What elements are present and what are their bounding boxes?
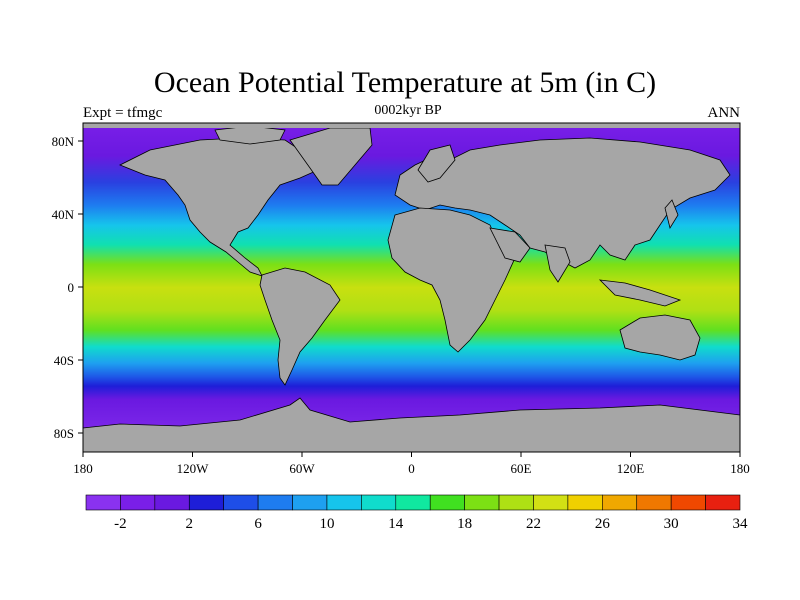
colorbar-swatch xyxy=(223,494,259,511)
season-label: ANN xyxy=(708,105,741,121)
land-masses xyxy=(83,123,740,452)
lon-label-180w: 180 xyxy=(73,461,93,476)
colorbar-swatch xyxy=(257,494,293,511)
colorbar-label: 10 xyxy=(319,516,334,532)
colorbar-swatch xyxy=(395,494,431,511)
colorbar-swatch xyxy=(429,494,465,511)
colorbar-label: 30 xyxy=(664,516,679,532)
colorbar xyxy=(85,494,741,511)
colorbar-label: 6 xyxy=(254,516,262,532)
lon-label-120e: 120E xyxy=(617,461,645,476)
colorbar-swatch xyxy=(464,494,500,511)
colorbar-label: 26 xyxy=(595,516,611,532)
colorbar-swatch xyxy=(533,494,569,511)
colorbar-swatch xyxy=(636,494,672,511)
lon-label-120w: 120W xyxy=(177,461,210,476)
lon-label-60e: 60E xyxy=(511,461,532,476)
landmass-eurasia xyxy=(394,137,731,269)
colorbar-swatch xyxy=(361,494,397,511)
lat-label-0: 0 xyxy=(68,280,75,295)
colorbar-swatch xyxy=(188,494,224,511)
colorbar-swatch xyxy=(602,494,638,511)
landmass-scandinavia xyxy=(417,144,456,183)
landmass-india xyxy=(544,244,571,283)
landmass-japan xyxy=(664,199,679,230)
map-subtitle: 0002kyr BP xyxy=(374,103,442,118)
colorbar-swatch xyxy=(120,494,156,511)
lat-label-80s: 80S xyxy=(54,426,74,441)
landmass-africa xyxy=(387,207,516,353)
colorbar-label: 34 xyxy=(733,516,749,532)
colorbar-swatch xyxy=(326,494,362,511)
lon-axis: 180 120W 60W 0 60E 120E 180 xyxy=(73,452,750,476)
map-panel xyxy=(83,123,740,452)
lat-label-80n: 80N xyxy=(52,134,75,149)
lat-axis: 80N 40N 0 40S 80S xyxy=(52,134,83,441)
colorbar-label: 18 xyxy=(457,516,472,532)
landmass-maritime-asia xyxy=(598,279,682,307)
colorbar-swatch xyxy=(670,494,706,511)
lat-label-40s: 40S xyxy=(54,353,74,368)
colorbar-label: 22 xyxy=(526,516,541,532)
colorbar-swatch xyxy=(292,494,328,511)
lon-label-60w: 60W xyxy=(289,461,315,476)
landmass-arabia xyxy=(489,227,531,263)
landmass-antarctica xyxy=(83,397,740,452)
lon-label-180e: 180 xyxy=(730,461,750,476)
landmass-australia xyxy=(619,314,701,361)
experiment-label: Expt = tfmgc xyxy=(83,105,163,121)
colorbar-swatch xyxy=(85,494,121,511)
colorbar-label: 14 xyxy=(388,516,404,532)
lat-label-40n: 40N xyxy=(52,207,75,222)
colorbar-swatch xyxy=(705,494,741,511)
colorbar-label: -2 xyxy=(114,516,127,532)
colorbar-label: 2 xyxy=(186,516,194,532)
colorbar-labels: -226101418222630343842 xyxy=(114,516,749,532)
lon-label-0: 0 xyxy=(408,461,415,476)
landmass-south-america xyxy=(259,267,341,386)
map-title: Ocean Potential Temperature at 5m (in C) xyxy=(154,66,656,99)
colorbar-swatch xyxy=(498,494,534,511)
landmass-arctic-top xyxy=(83,123,740,128)
colorbar-swatch xyxy=(154,494,190,511)
colorbar-swatch xyxy=(567,494,603,511)
